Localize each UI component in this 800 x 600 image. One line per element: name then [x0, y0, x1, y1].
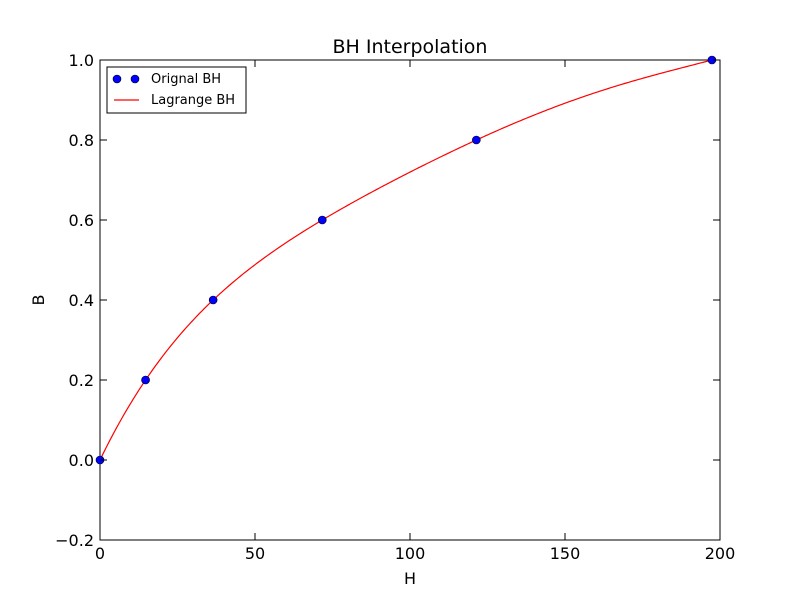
- y-tick-label: 0.2: [69, 371, 94, 390]
- orignal-bh-point: [208, 295, 218, 305]
- x-tick-label: 100: [395, 544, 426, 563]
- legend: Orignal BH Lagrange BH: [106, 66, 247, 114]
- x-tick-label: 50: [245, 544, 265, 563]
- y-axis-ticks: −0.2 0.0 0.2 0.4 0.6 0.8 1.0: [55, 51, 720, 550]
- legend-scatter-marker: [112, 74, 122, 84]
- orignal-bh-point: [472, 135, 481, 145]
- x-tick-label: 200: [705, 544, 736, 563]
- y-tick-label: 1.0: [69, 51, 94, 70]
- plot-frame: [99, 59, 721, 541]
- orignal-bh-point: [141, 375, 150, 385]
- legend-box: [106, 66, 247, 114]
- x-axis-ticks: 0 50 100 150 200: [95, 60, 735, 563]
- x-axis-title: H: [404, 569, 416, 588]
- plot-area: [95, 55, 721, 541]
- y-tick-label: 0.8: [69, 131, 94, 150]
- y-tick-label: 0.6: [69, 211, 94, 230]
- lagrange-bh-line: [100, 60, 713, 461]
- x-tick-label: 0: [95, 544, 105, 563]
- x-tick-label: 150: [550, 544, 581, 563]
- y-axis-title: B: [29, 295, 48, 306]
- legend-label-lagrange-bh: Lagrange BH: [151, 93, 235, 108]
- y-tick-label: 0.4: [69, 291, 94, 310]
- orignal-bh-point: [317, 215, 327, 225]
- chart-title: BH Interpolation: [333, 36, 488, 58]
- legend-scatter-marker: [130, 74, 140, 84]
- y-tick-label: 0.0: [69, 451, 94, 470]
- y-tick-label: −0.2: [55, 531, 94, 550]
- legend-label-orignal-bh: Orignal BH: [151, 72, 221, 87]
